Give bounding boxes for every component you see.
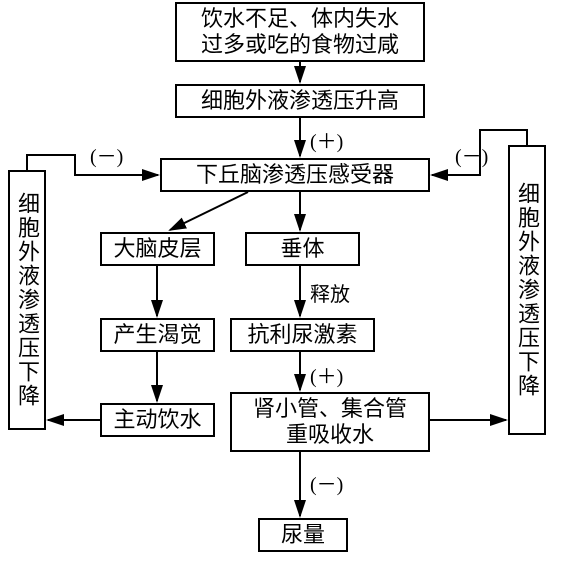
node-receptor: 下丘脑渗透压感受器 (160, 158, 430, 192)
node-osm-up: 细胞外液渗透压升高 (175, 84, 425, 118)
node-receptor-text: 下丘脑渗透压感受器 (196, 162, 394, 188)
node-pituitary: 垂体 (245, 232, 360, 266)
label-minus-urine: (－) (310, 468, 343, 497)
node-osm-down-left-text: 细胞外液渗透压下降 (11, 192, 43, 408)
node-cause-text: 饮水不足、体内失水过多或吃的食物过咸 (201, 6, 399, 59)
node-urine-text: 尿量 (281, 522, 325, 548)
node-osm-down-left: 细胞外液渗透压下降 (8, 170, 46, 430)
label-release: 释放 (310, 278, 350, 307)
node-adh-text: 抗利尿激素 (247, 322, 357, 348)
node-osm-down-right-text: 细胞外液渗透压下降 (511, 182, 543, 398)
node-drink: 主动饮水 (100, 403, 215, 437)
label-plus1: (＋) (310, 125, 343, 154)
node-thirst: 产生渴觉 (100, 318, 215, 352)
label-plus2: (＋) (310, 360, 343, 389)
node-reabsorb: 肾小管、集合管重吸收水 (230, 392, 430, 452)
node-cortex-text: 大脑皮层 (113, 236, 201, 262)
label-minus-left: (－) (90, 140, 123, 169)
node-adh: 抗利尿激素 (230, 318, 375, 352)
label-minus-right: (－) (455, 140, 488, 169)
node-osm-up-text: 细胞外液渗透压升高 (201, 88, 399, 114)
node-osm-down-right: 细胞外液渗透压下降 (508, 145, 546, 435)
node-reabsorb-text: 肾小管、集合管重吸收水 (253, 396, 407, 449)
node-pituitary-text: 垂体 (280, 236, 324, 262)
node-cause: 饮水不足、体内失水过多或吃的食物过咸 (175, 2, 425, 62)
node-cortex: 大脑皮层 (100, 232, 215, 266)
node-drink-text: 主动饮水 (113, 407, 201, 433)
node-thirst-text: 产生渴觉 (113, 322, 201, 348)
node-urine: 尿量 (258, 518, 348, 552)
